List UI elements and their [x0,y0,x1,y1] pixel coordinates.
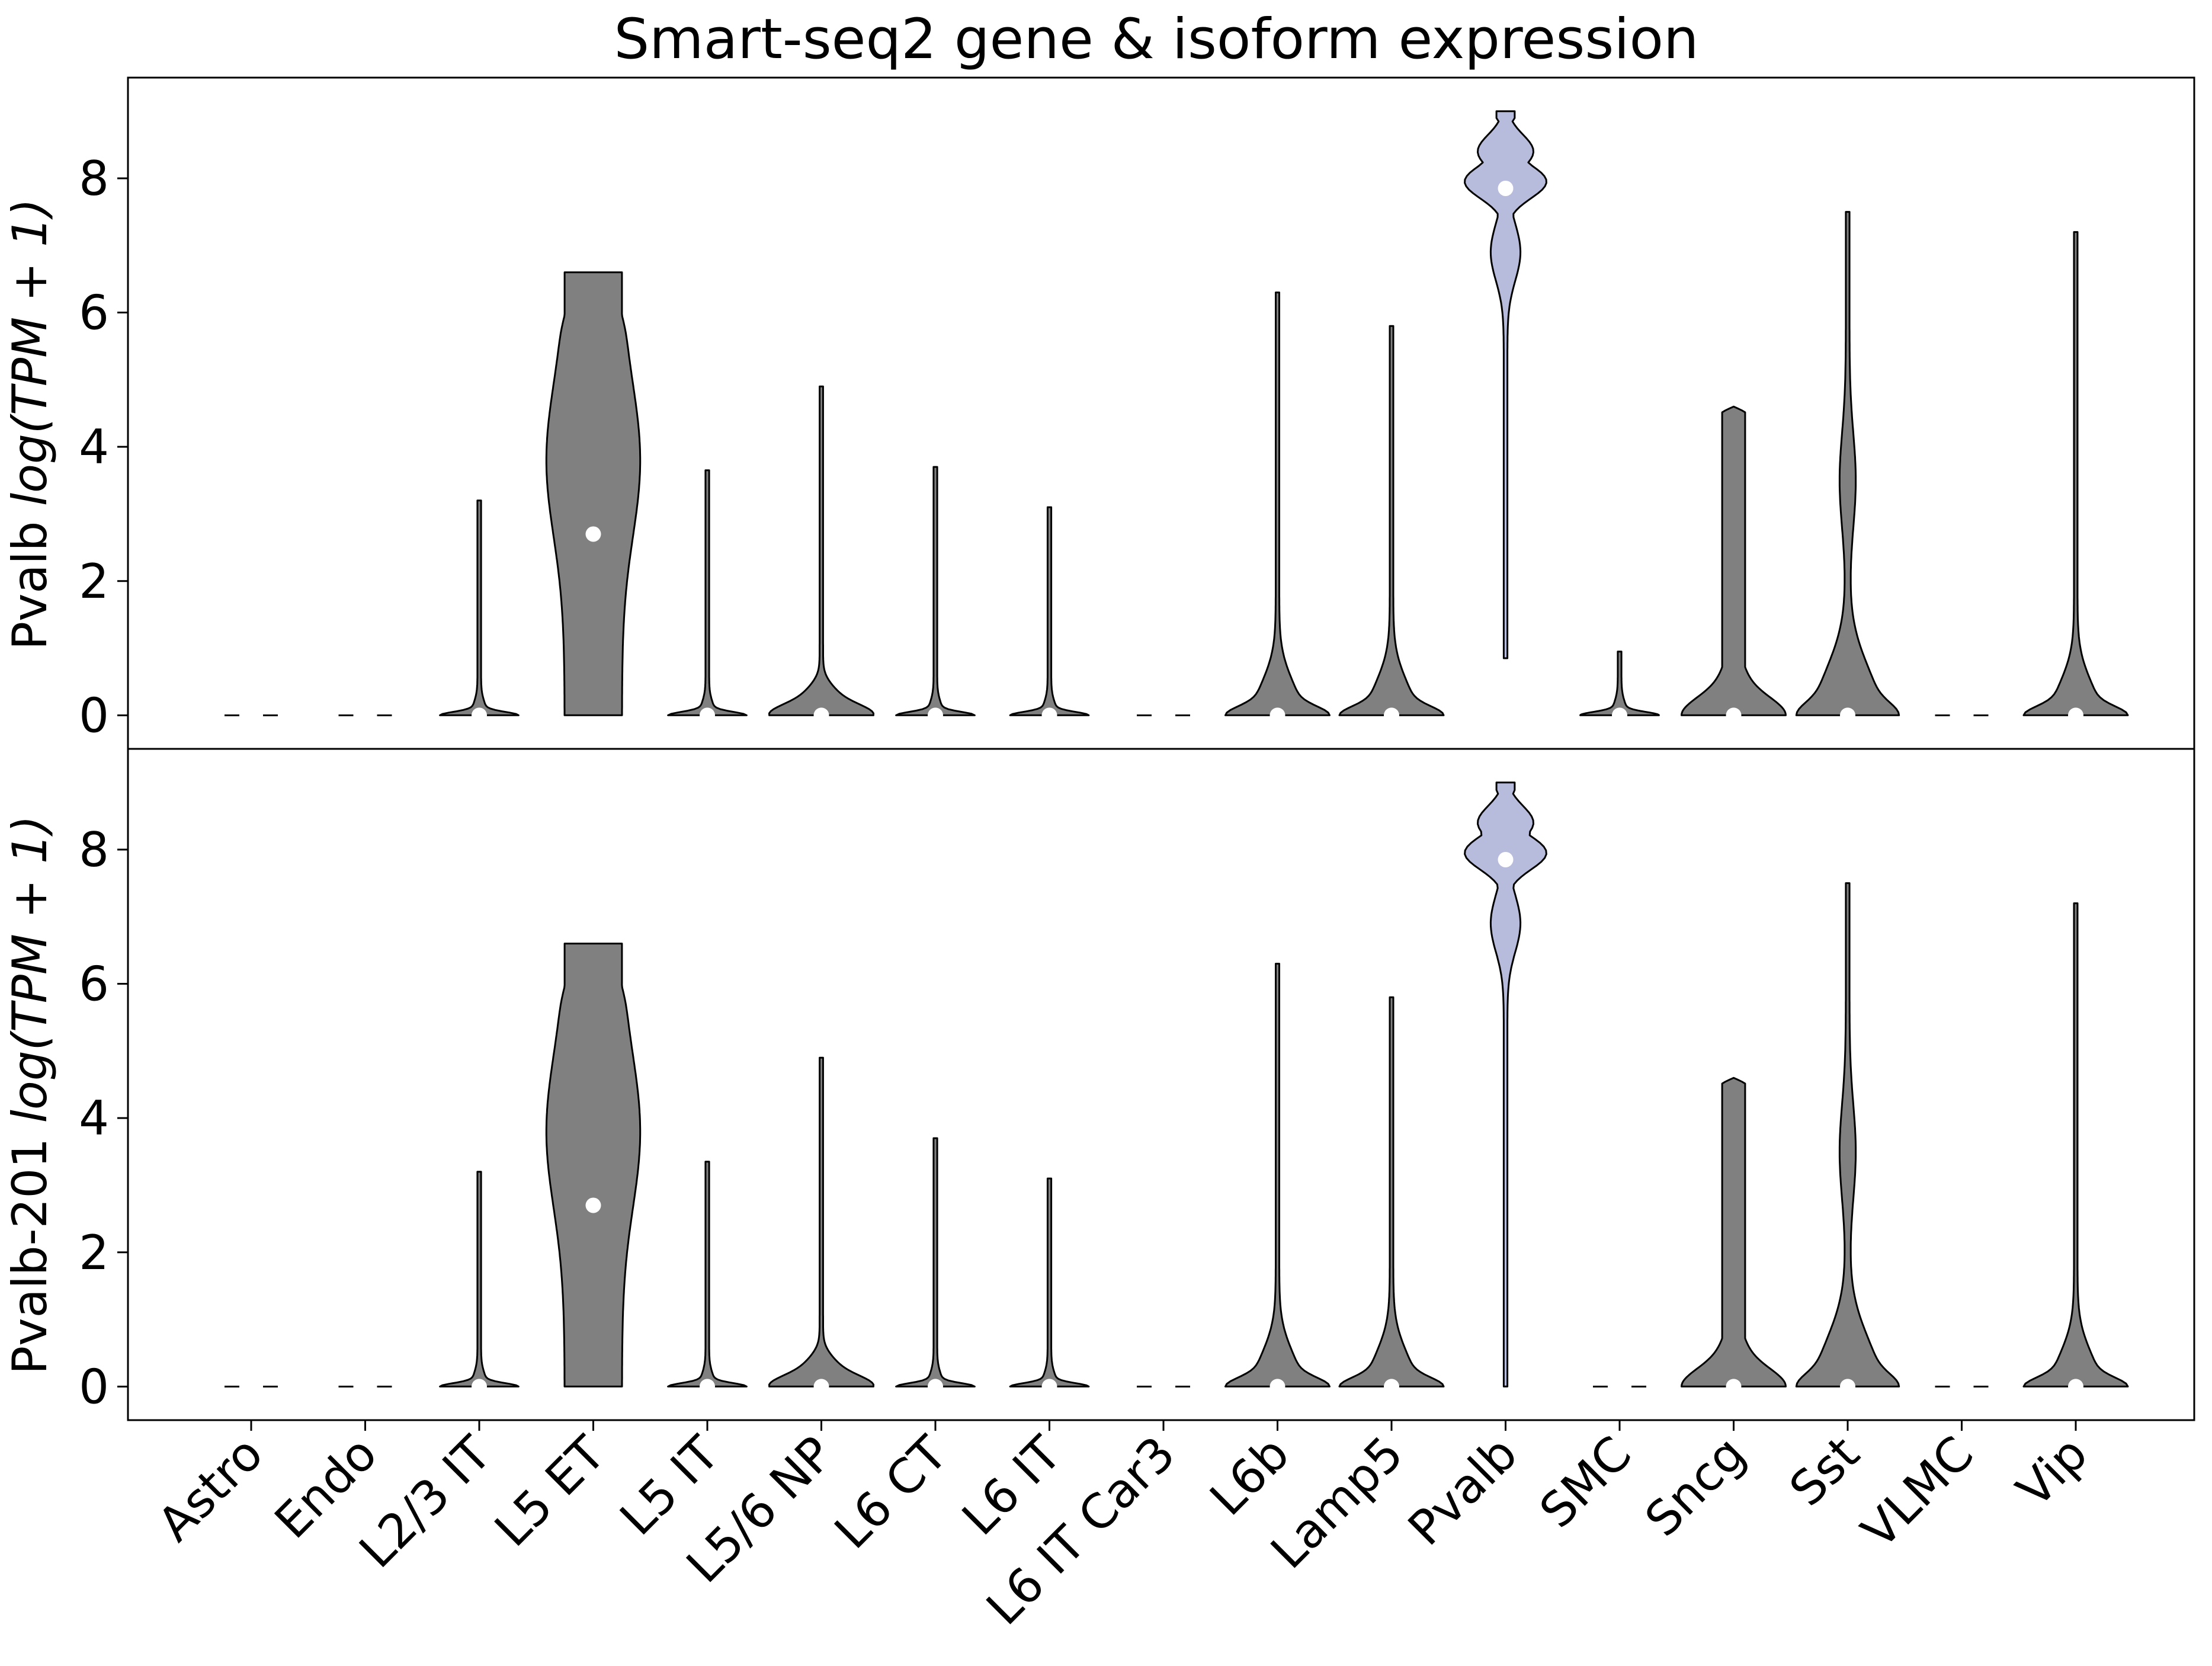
violin-sst [1795,211,1900,716]
median-dot [813,707,829,723]
y-tick-label: 6 [79,957,109,1012]
violin-l6b [1224,963,1331,1388]
violin-l6-ct [895,466,976,716]
panel-frame [127,748,2195,1421]
y-tick-label: 8 [79,151,109,206]
median-dot [1840,707,1855,723]
median-dot [700,707,715,723]
x-tick-label: L6b [1200,1426,1300,1526]
panel-gene: 0 2 4 6 8 Pvalb log(TPM + 1) [2,76,2195,750]
median-dot [1726,707,1742,723]
violin-l5-6-np [768,1056,874,1388]
violin-l5-6-np [768,385,874,716]
median-dot [585,1197,601,1213]
violin-l5-et [545,271,642,716]
violin-l2-3-it [439,1171,520,1388]
violin-marks [225,781,2129,1395]
y-axis-label: Pvalb-201 log(TPM + 1) [2,815,57,1375]
chart-title: Smart-seq2 gene & isoform expression [614,7,1698,72]
y-axis-label-plain: Pvalb-201 [2,1123,57,1375]
x-tick-label: SMC [1529,1426,1642,1539]
violin-vip [2022,902,2129,1388]
x-tick-label: L2/3 IT [349,1425,502,1578]
median-dot [1384,707,1399,723]
y-tick-label: 2 [79,554,109,609]
median-dot [928,707,943,723]
median-dot [928,1379,943,1395]
median-dot [1840,1379,1855,1395]
median-dot [1270,1379,1285,1395]
median-dot [2068,1379,2083,1395]
y-axis-label-plain: Pvalb [2,506,57,650]
y-axis-label-math: log(TPM + 1) [2,815,57,1123]
y-tick-label: 4 [79,419,109,475]
median-dot [1270,707,1285,723]
violin-sncg [1681,1077,1787,1388]
violin-l2-3-it [439,499,520,716]
violin-l5-it [667,469,748,716]
y-axis-label: Pvalb log(TPM + 1) [2,198,57,650]
violin-lamp5 [1338,325,1445,716]
x-tick-label: L5 ET [484,1425,615,1557]
violin-l5-et [545,943,642,1388]
violin-l6-it [1009,506,1090,716]
y-axis: 0 2 4 6 8 [79,151,128,743]
violin-vip [2022,231,2129,716]
median-dot [2068,707,2083,723]
violin-l5-it [667,1161,748,1388]
violin-l6-it [1009,1177,1090,1388]
median-dot [472,1379,487,1395]
x-tick-label: L6 CT [824,1425,958,1559]
median-dot [1041,707,1057,723]
y-tick-label: 8 [79,822,109,877]
y-axis: 0 2 4 6 8 [79,822,128,1414]
x-tick-label: Sncg [1634,1426,1756,1548]
x-tick-label: VLMC [1851,1426,1984,1559]
violin-l6-ct [895,1137,976,1388]
y-tick-label: 0 [79,688,109,743]
violin-sst [1795,882,1900,1388]
x-tick-label: Pvalb [1397,1426,1528,1556]
median-dot [1498,851,1514,867]
panel-frame [127,76,2195,750]
y-axis-label-math: log(TPM + 1) [2,198,57,506]
violin-sncg [1681,405,1787,716]
median-dot [700,1379,715,1395]
x-tick-label: Vip [2006,1426,2098,1518]
median-dot [1498,180,1514,196]
median-dot [813,1379,829,1395]
violin-pvalb [1464,781,1547,1388]
median-dot [1384,1379,1399,1395]
y-tick-label: 6 [79,286,109,341]
panel-isoform: 0 2 4 6 8 Pvalb-201 log(TPM + 1) [2,748,2195,1421]
median-dot [585,526,601,542]
y-tick-label: 4 [79,1091,109,1146]
median-dot [472,707,487,723]
x-tick-label: Astro [148,1426,274,1552]
median-dot [1726,1379,1742,1395]
y-tick-label: 0 [79,1359,109,1414]
y-tick-label: 2 [79,1225,109,1280]
x-tick-label: Sst [1779,1426,1870,1517]
violin-lamp5 [1338,996,1445,1388]
median-dot [1041,1379,1057,1395]
violin-marks [225,110,2129,723]
violin-pvalb [1464,110,1547,659]
violin-smc [1579,651,1660,716]
violin-l6b [1224,291,1331,716]
median-dot [1612,707,1627,723]
